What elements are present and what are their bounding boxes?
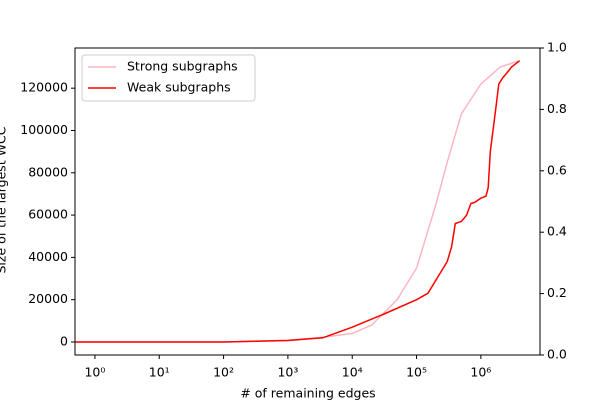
x-tick-label: 10⁶	[470, 365, 491, 380]
y-tick-label: 0	[60, 333, 68, 348]
y-tick-label: 60000	[28, 207, 68, 222]
y-tick-label: 120000	[20, 80, 68, 95]
x-tick-label: 10⁰	[84, 365, 105, 380]
y2-tick-label: 0.0	[547, 347, 567, 362]
y-tick-label: 40000	[28, 249, 68, 264]
x-axis-label: # of remaining edges	[240, 386, 375, 400]
legend-label: Strong subgraphs	[127, 59, 238, 74]
y2-tick-label: 0.6	[547, 162, 567, 177]
y-axis-label: Size of the largest WCC	[0, 126, 9, 273]
line-series	[75, 60, 521, 343]
y-tick-label: 80000	[28, 164, 68, 179]
x-tick-label: 10⁴	[342, 365, 363, 380]
x-tick-label: 10⁵	[406, 365, 427, 380]
y2-tick-label: 0.2	[547, 285, 567, 300]
line-series	[75, 59, 520, 343]
legend-label: Weak subgraphs	[127, 80, 231, 95]
y-tick-label: 20000	[28, 291, 68, 306]
x-tick-label: 10¹	[149, 365, 170, 380]
x-tick-label: 10³	[277, 365, 298, 380]
plot-frame	[74, 47, 541, 356]
y2-tick-label: 0.4	[547, 224, 567, 239]
legend-box	[81, 54, 256, 102]
y-tick-label: 100000	[20, 122, 68, 137]
y2-tick-label: 0.8	[547, 101, 567, 116]
y2-tick-label: 1.0	[547, 40, 567, 55]
x-tick-label: 10²	[213, 365, 234, 380]
